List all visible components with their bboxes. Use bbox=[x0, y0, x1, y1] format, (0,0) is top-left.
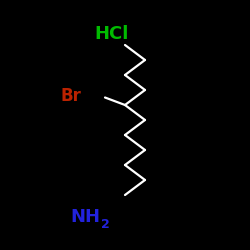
Text: 2: 2 bbox=[101, 218, 110, 232]
Text: NH: NH bbox=[70, 208, 100, 226]
Text: HCl: HCl bbox=[94, 25, 128, 43]
Text: Br: Br bbox=[61, 87, 82, 105]
